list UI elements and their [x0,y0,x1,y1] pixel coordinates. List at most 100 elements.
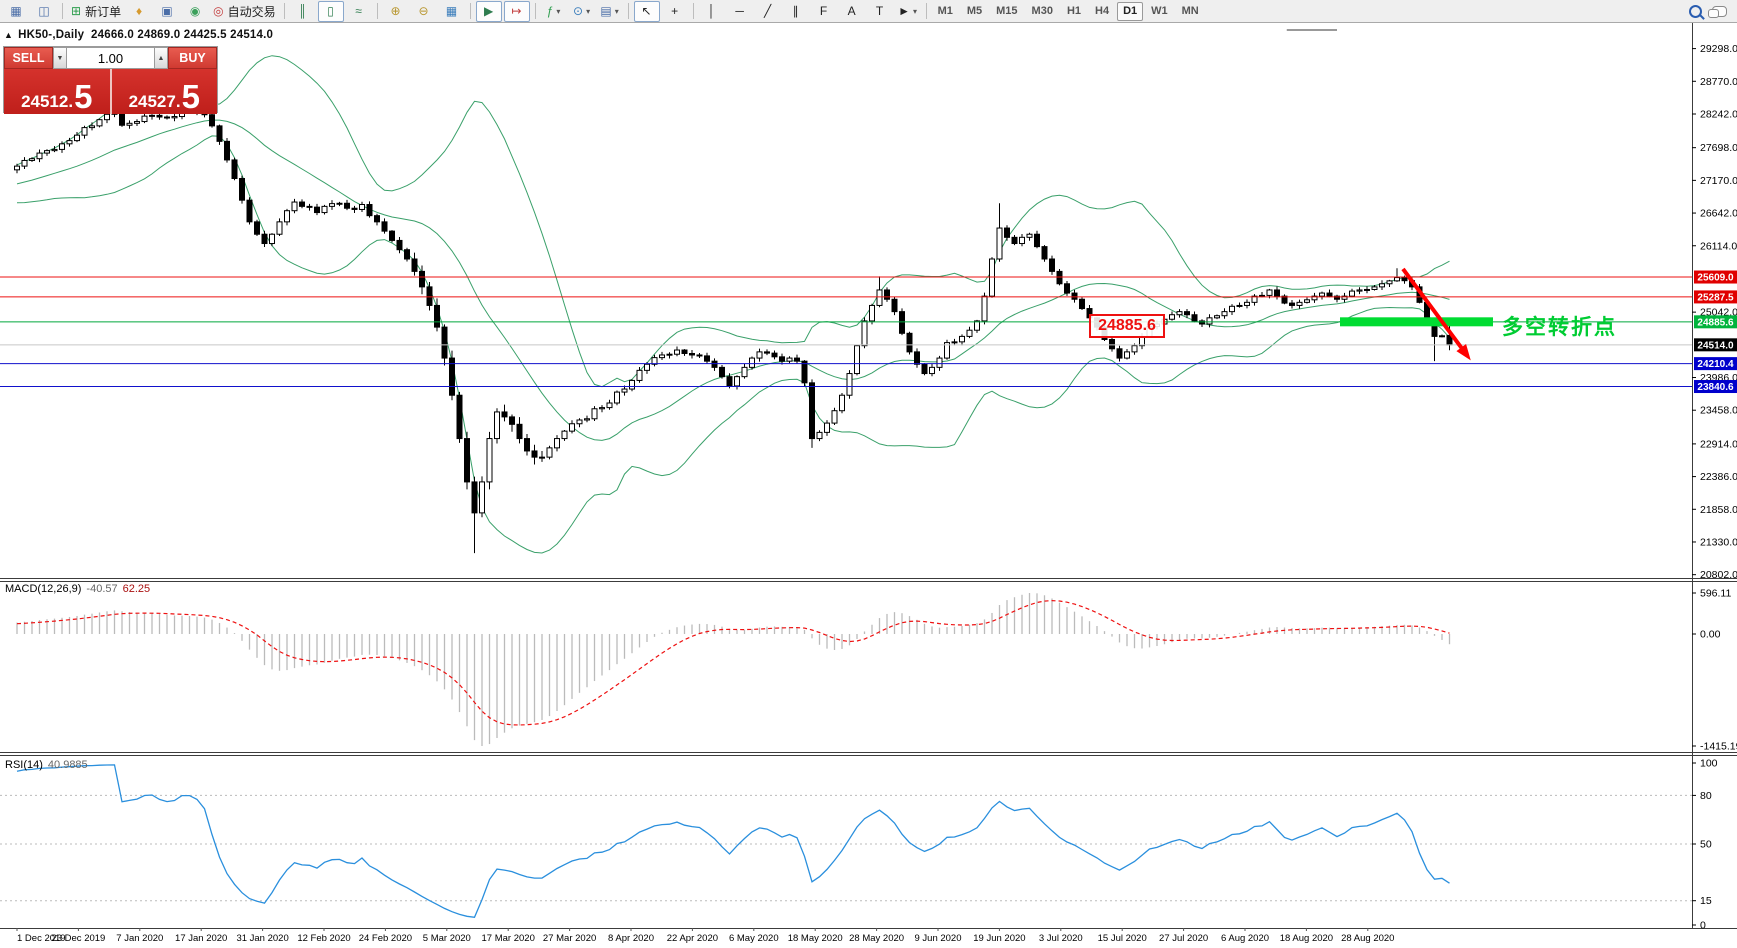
svg-text:24210.4: 24210.4 [1697,359,1734,370]
trendline-button[interactable]: ╱ [755,1,781,22]
auto-scroll-button[interactable]: ▶ [475,0,502,22]
tf-H4[interactable]: H4 [1095,5,1110,17]
svg-text:1 Dec 2019: 1 Dec 2019 [17,933,66,944]
text-button[interactable]: A [839,1,865,22]
buy-button[interactable]: BUY [168,47,217,69]
vertical-line-button-glyph: │ [707,4,716,18]
zoom-in-button[interactable]: ⊕ [383,1,409,22]
tf-D1[interactable]: D1 [1117,1,1144,21]
candlestick-icon[interactable]: ▯ [317,0,344,22]
indicators-button[interactable]: ƒ ▾ [541,1,567,22]
rsi-axis[interactable]: 100 80 50 15 0 [1692,758,1718,932]
profiles-icon-glyph: ◫ [38,4,50,18]
fibonacci-button[interactable]: F [811,1,837,22]
market-depth-icon[interactable]: ▣ [154,1,180,22]
svg-text:50: 50 [1700,839,1712,851]
arrows-button-caret-icon[interactable]: ▾ [913,6,918,16]
svg-text:7 Jan 2020: 7 Jan 2020 [116,933,163,944]
volume-increase-button[interactable]: ▲ [154,47,168,69]
periods-button-caret-icon[interactable]: ▾ [586,6,591,16]
new-order-button[interactable]: ⊞ 新订单 [68,1,124,22]
svg-text:8 Apr 2020: 8 Apr 2020 [608,933,654,944]
svg-text:26114.0: 26114.0 [1700,240,1737,252]
search-icon[interactable] [1689,4,1702,18]
svg-text:28 May 2020: 28 May 2020 [849,933,904,944]
tile-windows-button[interactable]: ▦ [439,1,465,22]
annotations [1286,29,1493,361]
svg-text:20802.0: 20802.0 [1700,569,1737,581]
svg-text:15: 15 [1700,895,1712,907]
chart-windows-icon[interactable]: ▦ [3,1,29,22]
svg-text:100: 100 [1700,758,1718,770]
tf-MN[interactable]: MN [1181,5,1199,17]
tf-W1[interactable]: W1 [1151,5,1168,17]
svg-text:24 Feb 2020: 24 Feb 2020 [359,933,412,944]
templates-button[interactable]: ▤ ▾ [597,1,623,22]
text-button-glyph: A [847,4,856,18]
line-chart-icon-glyph: ≈ [355,4,362,18]
channel-button[interactable]: ∥ [783,1,809,22]
vertical-line-button[interactable]: │ [699,1,725,22]
fibonacci-button-glyph: F [819,4,828,18]
svg-text:80: 80 [1700,790,1712,802]
zoom-out-button[interactable]: ⊖ [411,1,437,22]
autotrading-button-label: 自动交易 [227,4,276,19]
toolbar-separator [925,3,927,19]
svg-text:25609.0: 25609.0 [1697,273,1734,284]
chart-canvas[interactable]: 29298.0 28770.0 28242.0 27698.0 27170.0 26642… [0,23,1737,948]
tf-M5[interactable]: M5 [966,5,983,17]
toolbar-separator [692,3,694,19]
candlestick-icon-glyph: ▯ [327,4,334,18]
svg-text:27 Jul 2020: 27 Jul 2020 [1159,933,1208,944]
new-order-button-glyph: ⊞ [71,4,82,18]
arrows-button[interactable]: ► ▾ [895,1,921,22]
toolbar-separator [627,3,629,19]
volume-input[interactable]: 1.00 [67,47,154,69]
periods-button[interactable]: ⊙ ▾ [569,1,595,22]
svg-text:5 Mar 2020: 5 Mar 2020 [423,933,471,944]
label-button[interactable]: T [867,1,893,22]
svg-text:21858.0: 21858.0 [1700,504,1737,516]
signals-icon[interactable]: ◉ [182,1,208,22]
chat-icon[interactable] [1708,5,1727,18]
svg-text:23 Dec 2019: 23 Dec 2019 [51,933,105,944]
toolbar-separator [283,3,285,19]
sell-button[interactable]: SELL [4,47,53,69]
crosshair-button[interactable]: + [662,1,688,22]
bar-chart-icon-glyph: ║ [298,4,307,18]
svg-text:31 Jan 2020: 31 Jan 2020 [236,933,288,944]
indicators-button-caret-icon[interactable]: ▾ [556,6,561,16]
panel-frames [0,23,1737,929]
sell-price-display: 24512. 5 [4,69,110,114]
horizontal-line-button[interactable]: ─ [727,1,753,22]
price-axis[interactable]: 29298.0 28770.0 28242.0 27698.0 27170.0 26642… [1692,43,1737,581]
alerts-icon[interactable]: ♦ [126,1,152,22]
autotrading-button[interactable]: ◎ 自动交易 [210,1,279,22]
svg-text:0.00: 0.00 [1700,629,1721,641]
tf-M15[interactable]: M15 [996,5,1018,17]
bar-chart-icon[interactable]: ║ [290,1,316,22]
svg-text:28 Aug 2020: 28 Aug 2020 [1341,933,1394,944]
templates-button-caret-icon[interactable]: ▾ [614,6,619,16]
svg-text:6 May 2020: 6 May 2020 [729,933,779,944]
svg-text:27 Mar 2020: 27 Mar 2020 [543,933,596,944]
svg-text:0: 0 [1700,920,1706,932]
toolbar-separator [469,3,471,19]
line-chart-icon[interactable]: ≈ [346,1,372,22]
macd-axis[interactable]: 596.11 0.00 -1415.19 [1692,588,1737,753]
volume-decrease-button[interactable]: ▼ [53,47,67,69]
tf-H1[interactable]: H1 [1066,5,1082,17]
profiles-icon[interactable]: ◫ [31,1,57,22]
svg-text:15 Jul 2020: 15 Jul 2020 [1098,933,1147,944]
rsi-pane [0,764,1692,919]
svg-text:17 Mar 2020: 17 Mar 2020 [482,933,535,944]
toolbar-separator [534,3,536,19]
chart-shift-button[interactable]: ↦ [503,0,530,22]
chart-shift-button-glyph: ↦ [511,4,522,18]
svg-text:24885.6: 24885.6 [1697,317,1734,328]
tf-M1[interactable]: M1 [937,5,953,17]
tf-M30[interactable]: M30 [1031,5,1053,17]
cursor-button[interactable]: ↖ [633,0,660,22]
signals-icon-glyph: ◉ [189,4,201,18]
